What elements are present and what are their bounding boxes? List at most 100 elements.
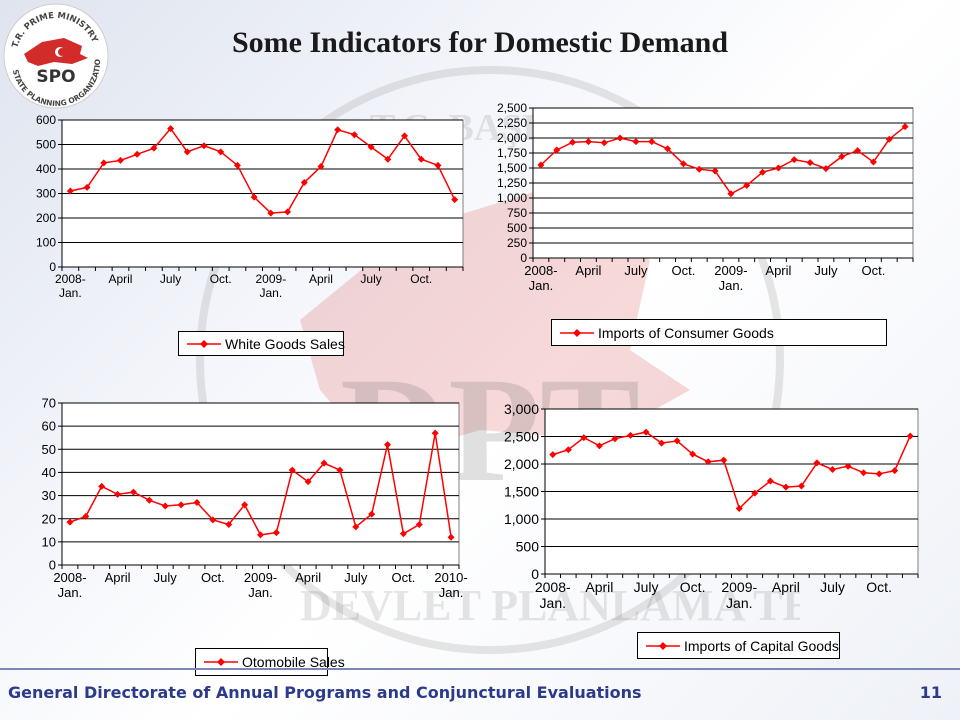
- data-point: [611, 435, 619, 443]
- legend-marker-icon: [187, 339, 221, 348]
- data-point: [711, 167, 719, 175]
- y-tick-label: 2,000: [497, 131, 527, 145]
- x-tick-label: Jan.: [719, 278, 744, 293]
- data-point: [133, 150, 141, 158]
- data-point: [759, 168, 767, 176]
- data-point: [679, 160, 687, 168]
- data-point: [553, 146, 561, 154]
- x-tick-label: Oct.: [391, 570, 415, 585]
- x-tick-label: 2009-: [256, 272, 287, 286]
- data-point: [384, 155, 392, 163]
- data-point: [673, 437, 681, 445]
- footer-divider: [0, 668, 960, 670]
- y-tick-label: 70: [42, 396, 56, 411]
- data-point: [664, 145, 672, 153]
- data-point: [600, 139, 608, 147]
- x-tick-label: April: [575, 263, 601, 278]
- y-tick-label: 50: [42, 442, 56, 457]
- y-tick-label: 500: [36, 138, 56, 152]
- data-point: [689, 450, 697, 458]
- data-point: [225, 521, 233, 528]
- y-tick-label: 0: [531, 566, 539, 582]
- data-point: [209, 516, 217, 524]
- x-tick-label: April: [105, 570, 131, 585]
- legend-label: White Goods Sales: [225, 335, 345, 352]
- data-point: [177, 501, 185, 509]
- data-point: [367, 143, 375, 151]
- x-tick-label: April: [765, 263, 791, 278]
- y-tick-label: 0: [520, 251, 527, 265]
- data-point: [537, 161, 545, 169]
- legend-capital-goods: Imports of Capital Goods: [637, 632, 840, 659]
- data-point: [875, 470, 883, 478]
- data-point: [183, 148, 191, 156]
- data-point: [838, 153, 846, 161]
- data-point: [869, 158, 877, 166]
- y-tick-label: 250: [507, 236, 527, 250]
- legend-marker-icon: [560, 328, 594, 337]
- legend-label: Imports of Capital Goods: [684, 637, 839, 654]
- x-tick-label: Oct.: [671, 263, 695, 278]
- data-point: [284, 208, 292, 216]
- x-tick-label: July: [820, 579, 845, 595]
- y-tick-label: 2,500: [497, 101, 527, 115]
- x-tick-label: April: [772, 579, 800, 595]
- data-point: [720, 456, 728, 464]
- data-point: [580, 434, 588, 442]
- x-tick-label: July: [814, 263, 838, 278]
- data-point: [98, 482, 106, 490]
- legend-label: Imports of Consumer Goods: [598, 324, 774, 341]
- y-tick-label: 1,500: [497, 161, 527, 175]
- y-tick-label: 1,000: [497, 191, 527, 205]
- x-tick-label: April: [585, 579, 613, 595]
- data-point: [766, 477, 774, 485]
- x-tick-label: Jan.: [439, 585, 464, 600]
- y-tick-label: 1,000: [504, 511, 539, 527]
- data-point: [642, 428, 650, 436]
- data-point: [241, 501, 249, 509]
- x-tick-label: Jan.: [59, 286, 82, 300]
- data-point: [891, 467, 899, 475]
- data-point: [829, 466, 837, 473]
- data-point: [906, 432, 914, 440]
- data-point: [193, 499, 201, 507]
- y-tick-label: 100: [36, 236, 56, 250]
- y-tick-label: 2,250: [497, 116, 527, 130]
- data-point: [167, 125, 175, 133]
- data-point: [150, 144, 158, 152]
- x-tick-label: 2009-: [721, 579, 757, 595]
- data-point: [233, 161, 241, 169]
- data-point: [401, 132, 409, 140]
- data-point: [334, 126, 342, 134]
- data-point: [844, 462, 852, 470]
- data-point: [336, 466, 344, 474]
- data-point: [648, 138, 656, 146]
- x-tick-label: July: [624, 263, 648, 278]
- data-point: [595, 442, 603, 450]
- data-point: [431, 429, 439, 437]
- y-tick-label: 3,000: [504, 401, 539, 417]
- x-tick-label: April: [295, 570, 321, 585]
- series-line: [70, 127, 456, 214]
- data-point: [584, 138, 592, 146]
- data-point: [200, 142, 208, 150]
- data-point: [626, 431, 634, 439]
- data-point: [616, 134, 624, 142]
- data-point: [822, 165, 830, 173]
- x-tick-label: Jan.: [540, 595, 566, 611]
- data-point: [161, 502, 169, 510]
- data-point: [100, 159, 108, 167]
- spo-logo: T.R. PRIME MINISTRY STATE PLANNING ORGAN…: [2, 2, 109, 109]
- legend-marker-icon: [646, 641, 680, 650]
- y-tick-label: 1,250: [497, 176, 527, 190]
- data-point: [860, 469, 868, 477]
- data-point: [813, 459, 821, 467]
- data-point: [116, 156, 124, 164]
- data-point: [434, 161, 442, 169]
- legend-consumer-goods: Imports of Consumer Goods: [551, 319, 887, 346]
- series-line: [552, 431, 911, 510]
- x-tick-label: July: [344, 570, 368, 585]
- data-point: [384, 441, 392, 449]
- data-point: [735, 505, 743, 513]
- y-tick-label: 1,750: [497, 146, 527, 160]
